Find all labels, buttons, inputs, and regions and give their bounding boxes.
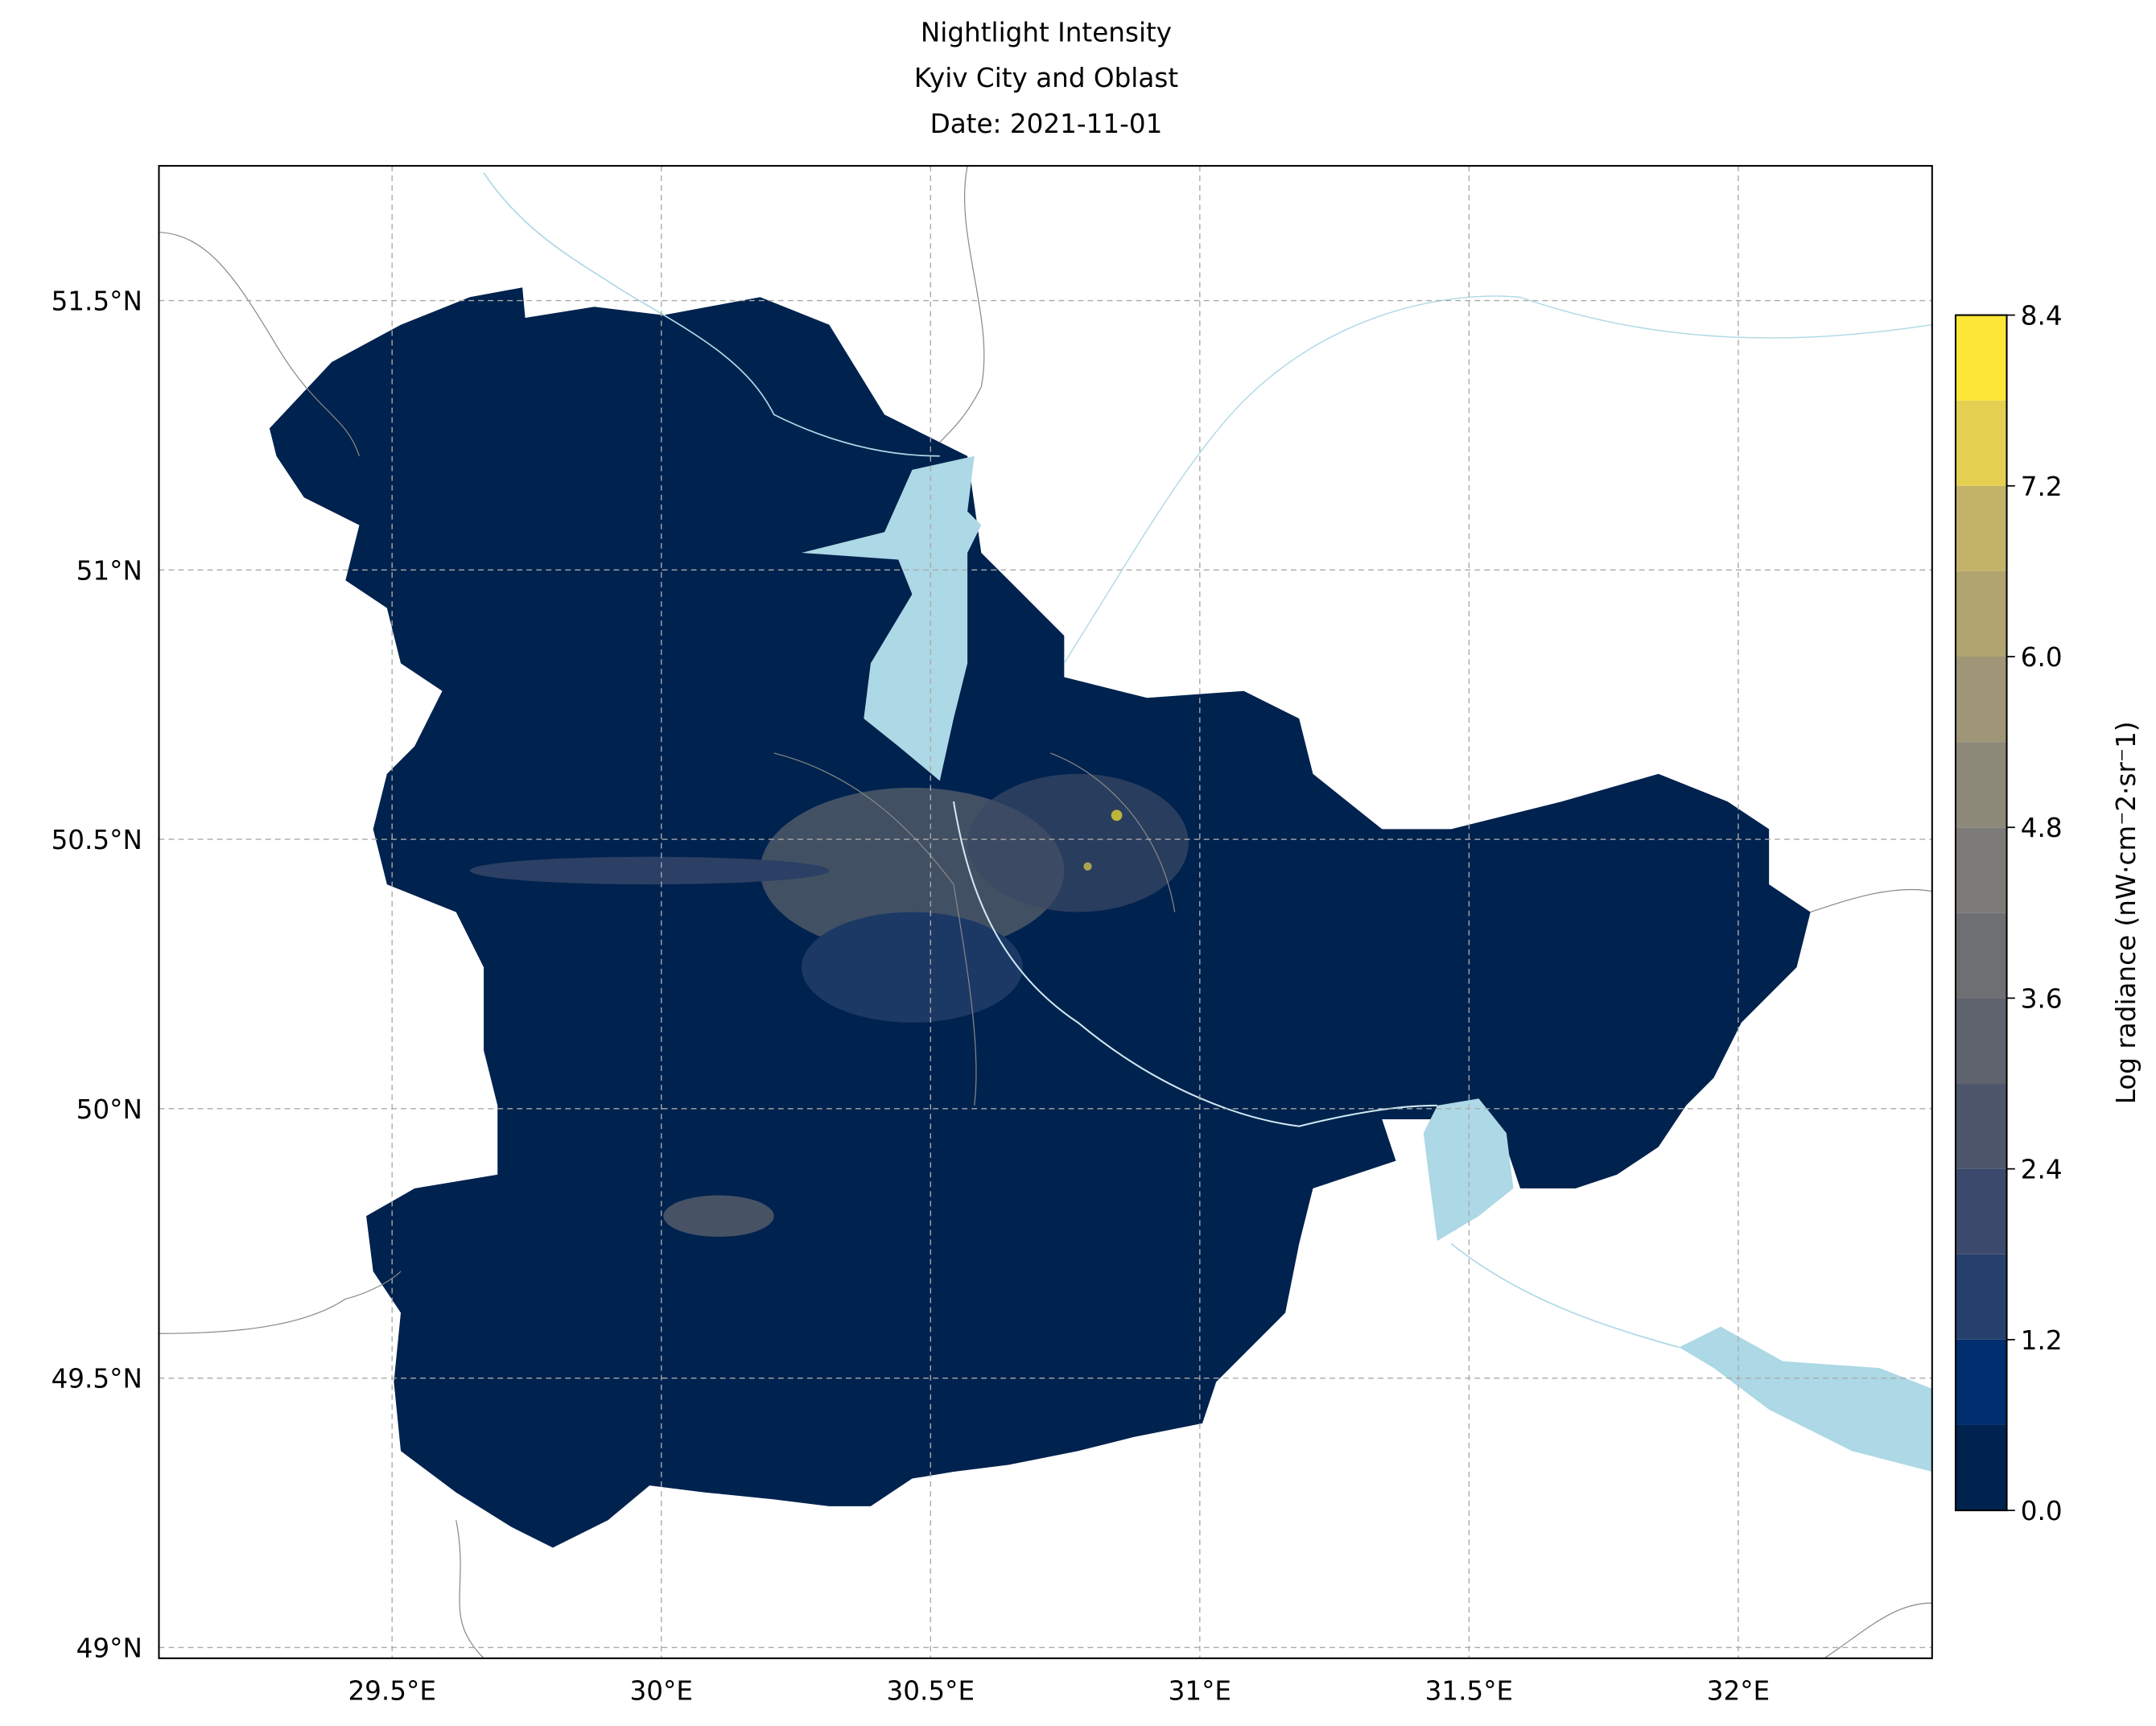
colorbar-label: Log radiance (nW·cm⁻2·sr⁻1)	[2111, 721, 2142, 1104]
grid-layer: 29.5°E 30°E 30.5°E 31°E 31.5°E 32°E 49°N 49.5°N…	[52, 166, 1932, 1706]
colorbar-band	[1955, 315, 2007, 401]
colorbar-band	[1955, 1083, 2007, 1169]
y-tick-label: 49.5°N	[52, 1364, 142, 1394]
y-tick-label: 49°N	[76, 1633, 142, 1663]
title-line: Date: 2021-11-01	[930, 109, 1163, 139]
colorbar-band	[1955, 571, 2007, 657]
rivers	[483, 172, 1932, 1349]
oblast-area	[269, 287, 1811, 1548]
y-tick-label: 51°N	[76, 555, 142, 586]
y-tick-label: 50°N	[76, 1094, 142, 1125]
colorbar-tick-label: 6.0	[2021, 642, 2063, 673]
city-glow	[469, 773, 1189, 1238]
colorbar-band	[1955, 485, 2007, 571]
water	[802, 455, 1932, 1472]
colorbar-band	[1955, 742, 2007, 828]
colorbar-band	[1955, 400, 2007, 486]
colorbar-band	[1955, 827, 2007, 913]
colorbar-tick-label: 7.2	[2021, 472, 2063, 502]
title-line: Kyiv City and Oblast	[914, 63, 1178, 93]
colorbar-band	[1955, 1339, 2007, 1425]
colorbar-tick-label: 8.4	[2021, 301, 2063, 332]
x-tick-label: 31°E	[1169, 1675, 1231, 1706]
y-tick-label: 50.5°N	[52, 825, 142, 855]
colorbar-band	[1955, 657, 2007, 743]
x-tick-label: 30°E	[630, 1675, 693, 1706]
colorbar-band	[1955, 1424, 2007, 1511]
x-tick-label: 29.5°E	[348, 1675, 436, 1706]
borders	[159, 166, 1932, 1658]
colorbar: 0.0 1.2 2.4 3.6 4.8 6.0 7.2 8.4 Log radiance (nW…	[1954, 301, 2142, 1526]
colorbar-band	[1955, 1254, 2007, 1340]
colorbar-tick-label: 2.4	[2021, 1155, 2063, 1185]
plot-frame	[158, 165, 1933, 1659]
x-tick-label: 32°E	[1707, 1675, 1770, 1706]
title-line: Nightlight Intensity	[921, 18, 1172, 48]
colorbar-band	[1955, 1168, 2007, 1254]
colorbar-tick-label: 4.8	[2021, 813, 2063, 843]
colorbar-tick-label: 3.6	[2021, 983, 2063, 1014]
colorbar-tick-label: 1.2	[2021, 1325, 2063, 1356]
y-tick-label: 51.5°N	[52, 286, 142, 317]
x-tick-label: 31.5°E	[1425, 1675, 1514, 1706]
colorbar-tick-label: 0.0	[2021, 1496, 2063, 1526]
colorbar-band	[1955, 998, 2007, 1084]
map-layer	[159, 166, 1932, 1658]
colorbar-frame	[1954, 314, 2008, 1512]
colorbar-band	[1955, 912, 2007, 999]
x-tick-label: 30.5°E	[887, 1675, 975, 1706]
